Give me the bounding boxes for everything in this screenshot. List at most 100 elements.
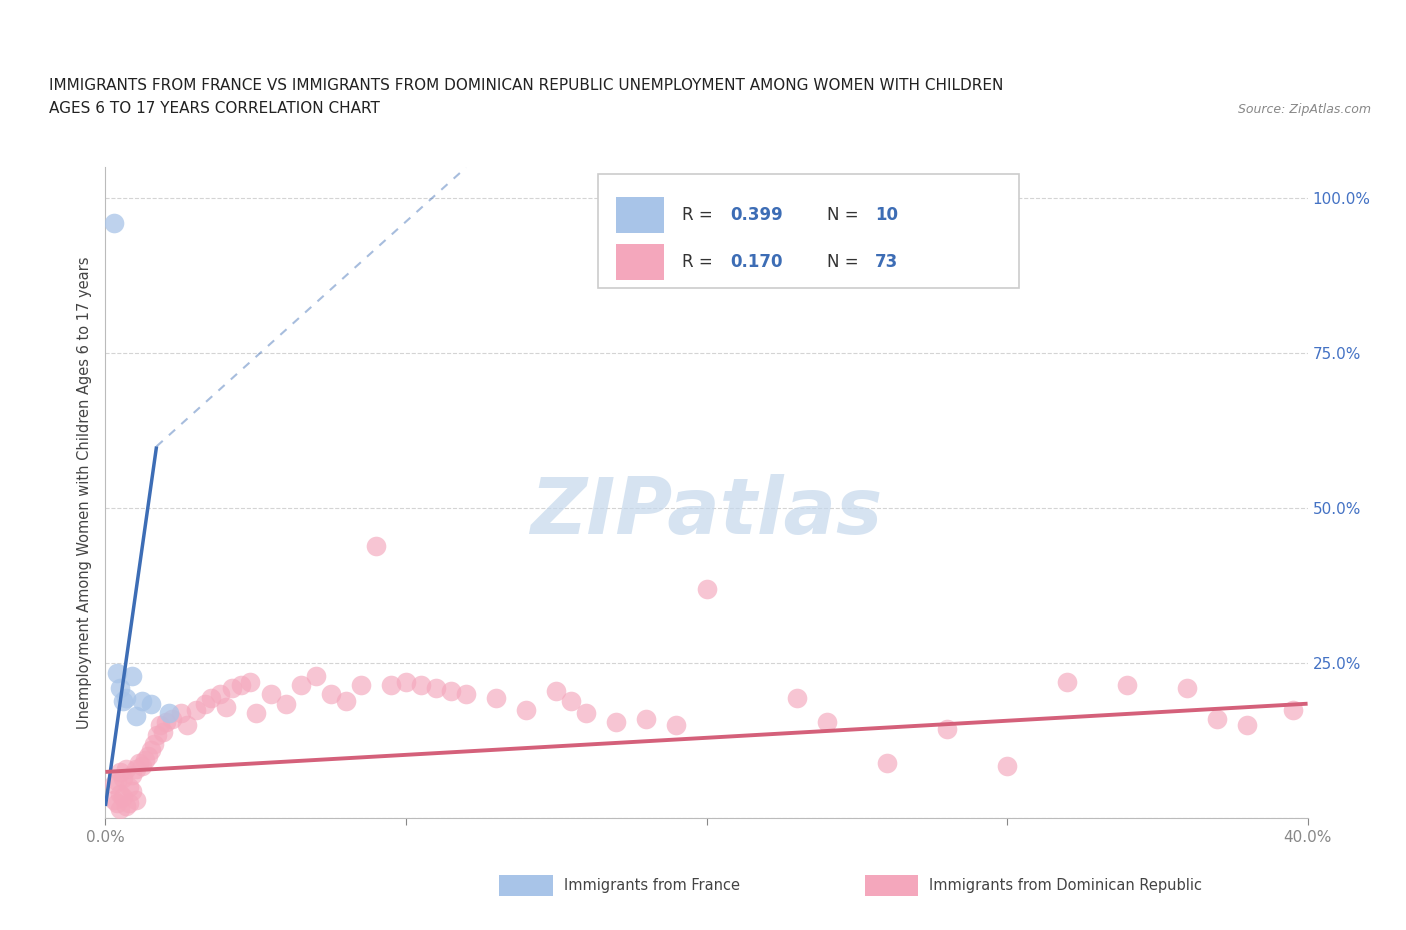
Point [274, 697, 297, 711]
Point [575, 706, 598, 721]
Point [110, 681, 132, 696]
Text: 0.399: 0.399 [731, 206, 783, 224]
Point [515, 702, 537, 717]
Point [1116, 678, 1139, 693]
Point [145, 727, 167, 742]
Point [260, 687, 283, 702]
Point [665, 718, 688, 733]
Point [112, 790, 135, 804]
FancyBboxPatch shape [599, 174, 1019, 288]
Point [1206, 711, 1229, 726]
Point [107, 665, 129, 680]
Point [142, 737, 165, 751]
Point [409, 678, 432, 693]
Point [115, 762, 138, 777]
Point [214, 699, 236, 714]
Point [876, 755, 898, 770]
Point [1281, 702, 1303, 717]
Point [103, 792, 125, 807]
Point [245, 706, 267, 721]
Point [128, 755, 150, 770]
Text: N =: N = [827, 253, 863, 271]
Point [636, 711, 658, 726]
Text: 0.170: 0.170 [731, 253, 783, 271]
Point [936, 721, 959, 736]
Point [380, 678, 402, 693]
Point [107, 795, 129, 810]
Point [696, 581, 718, 596]
Point [200, 690, 222, 705]
Text: 73: 73 [875, 253, 898, 271]
Point [560, 693, 582, 708]
Point [134, 752, 156, 767]
Text: IMMIGRANTS FROM FRANCE VS IMMIGRANTS FROM DOMINICAN REPUBLIC UNEMPLOYMENT AMONG : IMMIGRANTS FROM FRANCE VS IMMIGRANTS FRO… [49, 78, 1004, 93]
Point [124, 792, 146, 807]
Point [110, 786, 132, 801]
Text: 10: 10 [875, 206, 898, 224]
Point [335, 693, 357, 708]
Point [115, 799, 138, 814]
Point [157, 706, 180, 721]
Point [305, 669, 328, 684]
Point [131, 758, 153, 773]
Text: Immigrants from Dominican Republic: Immigrants from Dominican Republic [929, 878, 1202, 893]
Point [160, 711, 183, 726]
Point [115, 690, 138, 705]
Point [121, 783, 143, 798]
Point [546, 684, 568, 698]
Point [112, 693, 135, 708]
Point [112, 771, 135, 786]
Point [118, 795, 141, 810]
Point [155, 715, 177, 730]
Bar [616, 244, 665, 280]
Point [815, 715, 838, 730]
Point [110, 802, 132, 817]
Point [440, 684, 463, 698]
Point [786, 690, 808, 705]
Point [364, 538, 387, 553]
Point [208, 687, 231, 702]
Bar [616, 197, 665, 232]
Point [103, 777, 125, 791]
Point [239, 674, 262, 689]
Y-axis label: Unemployment Among Women with Children Ages 6 to 17 years: Unemployment Among Women with Children A… [77, 257, 93, 729]
Point [124, 762, 146, 777]
Point [148, 718, 170, 733]
Point [169, 706, 191, 721]
Point [136, 749, 159, 764]
Text: Source: ZipAtlas.com: Source: ZipAtlas.com [1237, 103, 1371, 116]
Text: N =: N = [827, 206, 863, 224]
Point [454, 687, 477, 702]
Point [1056, 674, 1078, 689]
Point [121, 767, 143, 782]
Point [485, 690, 508, 705]
Point [118, 780, 141, 795]
Point [110, 764, 132, 779]
Text: R =: R = [682, 253, 718, 271]
Point [139, 697, 162, 711]
Point [121, 669, 143, 684]
Point [425, 681, 447, 696]
Point [124, 709, 146, 724]
Point [319, 687, 342, 702]
Text: ZIPatlas: ZIPatlas [530, 474, 883, 551]
Point [350, 678, 373, 693]
Point [184, 702, 207, 717]
Point [139, 743, 162, 758]
Point [1236, 718, 1258, 733]
Point [131, 693, 153, 708]
Point [107, 774, 129, 789]
Text: R =: R = [682, 206, 718, 224]
Point [229, 678, 252, 693]
Text: AGES 6 TO 17 YEARS CORRELATION CHART: AGES 6 TO 17 YEARS CORRELATION CHART [49, 101, 380, 116]
Point [395, 674, 418, 689]
Point [176, 718, 198, 733]
Text: Immigrants from France: Immigrants from France [564, 878, 740, 893]
Point [221, 681, 243, 696]
Point [103, 216, 125, 231]
Point [605, 715, 627, 730]
Point [1175, 681, 1198, 696]
Point [194, 697, 217, 711]
Point [152, 724, 174, 739]
Point [290, 678, 312, 693]
